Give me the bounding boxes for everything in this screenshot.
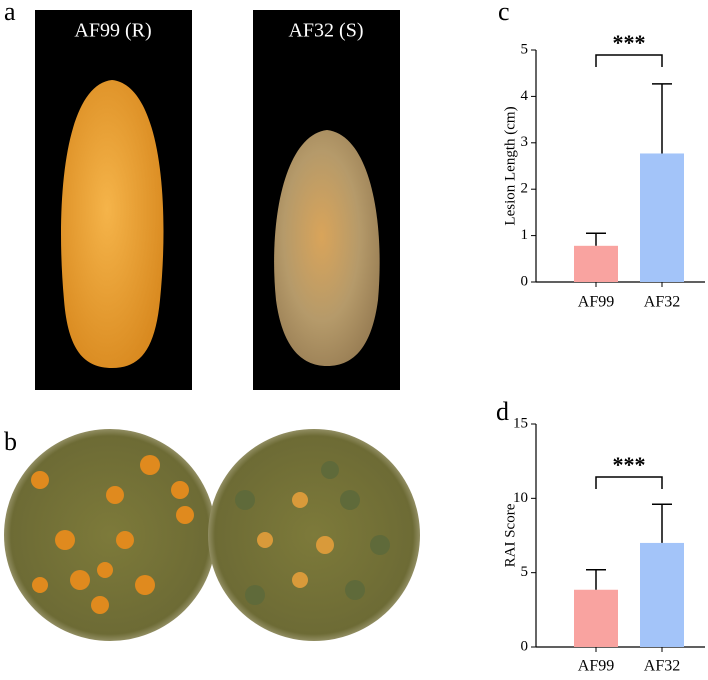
y-tick-label: 2 [521, 181, 529, 197]
panel-letter: c [498, 0, 510, 26]
petri-dish [4, 429, 216, 641]
error-bar [586, 232, 606, 246]
error-bar [652, 83, 672, 154]
moldy-kernels [235, 461, 390, 605]
y-tick-label: 5 [521, 41, 529, 57]
panel-letter: b [4, 427, 17, 456]
significance-label: *** [613, 452, 646, 477]
panel-letter: a [4, 0, 16, 26]
corn-ear [274, 130, 380, 366]
corn-ear [61, 80, 164, 368]
significance-label: *** [613, 30, 646, 55]
error-bar [586, 568, 606, 590]
error-bar [652, 503, 672, 543]
y-tick-label: 10 [513, 490, 528, 506]
y-tick-label: 0 [521, 273, 529, 289]
x-tick-label: AF99 [578, 294, 614, 311]
bar [574, 589, 618, 647]
y-axis-label: RAI Score [502, 503, 518, 567]
petri-dish [208, 429, 420, 641]
y-tick-label: 15 [513, 415, 528, 431]
bar [640, 153, 684, 282]
kernels [31, 455, 194, 614]
y-tick-label: 1 [521, 227, 529, 243]
y-tick-label: 5 [521, 564, 529, 580]
y-axis-label: Lesion Length (cm) [502, 106, 518, 225]
kernels [257, 492, 334, 588]
y-tick-label: 0 [521, 638, 529, 654]
panel-letter: d [496, 397, 509, 426]
photo-label: AF32 (S) [288, 20, 363, 42]
bar [640, 542, 684, 647]
significance-bracket [595, 476, 663, 489]
significance-bracket [595, 54, 663, 67]
x-tick-label: AF32 [644, 658, 680, 675]
photo-label: AF99 (R) [74, 20, 151, 42]
y-tick-label: 3 [521, 134, 529, 150]
bar [574, 245, 618, 282]
x-tick-label: AF99 [578, 658, 614, 675]
x-tick-label: AF32 [644, 294, 680, 311]
y-tick-label: 4 [521, 88, 529, 104]
